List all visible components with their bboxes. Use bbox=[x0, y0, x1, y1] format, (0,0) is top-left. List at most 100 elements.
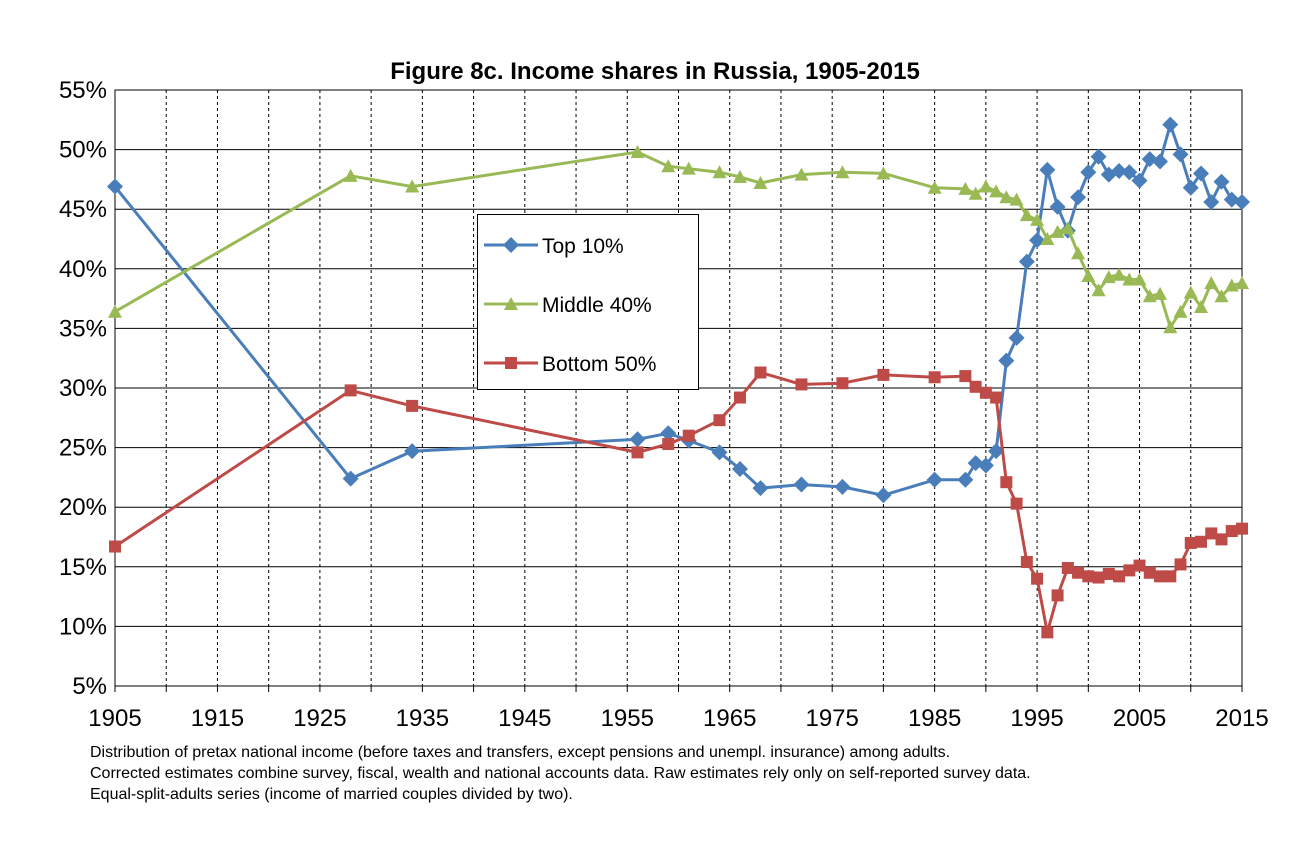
data-point bbox=[875, 487, 892, 504]
diamond-marker-icon bbox=[484, 237, 538, 253]
data-point bbox=[969, 380, 982, 393]
data-point bbox=[1123, 564, 1136, 577]
y-tick-label: 50% bbox=[59, 137, 107, 164]
data-point bbox=[876, 166, 891, 180]
y-tick-label: 55% bbox=[59, 77, 107, 104]
data-point bbox=[1193, 165, 1210, 182]
data-point bbox=[1082, 570, 1095, 583]
data-point bbox=[1030, 212, 1045, 226]
data-point bbox=[1132, 272, 1147, 286]
data-point bbox=[107, 178, 123, 195]
data-point bbox=[404, 443, 421, 460]
y-tick-label: 45% bbox=[59, 196, 107, 223]
data-point bbox=[1061, 561, 1074, 574]
data-point bbox=[661, 159, 676, 173]
data-point bbox=[1020, 556, 1033, 569]
data-point bbox=[999, 190, 1014, 204]
data-point bbox=[1204, 276, 1219, 290]
data-point bbox=[1122, 272, 1137, 286]
caption-line: Corrected estimates combine survey, fisc… bbox=[90, 765, 1031, 782]
data-point bbox=[989, 184, 1004, 198]
legend-label-bottom-50: Bottom 50% bbox=[542, 353, 657, 376]
data-point bbox=[794, 167, 809, 181]
data-point bbox=[1041, 626, 1054, 639]
x-tick-label: 1965 bbox=[703, 705, 756, 732]
data-point bbox=[979, 386, 992, 399]
data-point bbox=[712, 165, 727, 179]
legend-label-top-10: Top 10% bbox=[542, 235, 624, 258]
data-point bbox=[1163, 320, 1178, 334]
x-tick-label: 1935 bbox=[396, 705, 449, 732]
data-point bbox=[711, 444, 728, 461]
legend: Top 10% Middle 40% Bottom 50% bbox=[477, 214, 699, 390]
data-point bbox=[731, 461, 748, 478]
y-tick-label: 15% bbox=[59, 554, 107, 581]
data-point bbox=[1133, 559, 1146, 572]
series-top-10 bbox=[107, 116, 1250, 504]
data-point bbox=[1214, 289, 1229, 303]
series-middle-40 bbox=[108, 144, 1249, 334]
x-tick-label: 1985 bbox=[908, 705, 961, 732]
data-point bbox=[630, 144, 645, 158]
data-point bbox=[795, 378, 808, 391]
data-point bbox=[1029, 232, 1046, 249]
axes: 5% 10% 15% 20% 25% 30% 35% 40% 45% 50% 55% 1905 1915… bbox=[59, 77, 1269, 732]
data-point bbox=[1081, 268, 1096, 282]
data-point bbox=[1164, 570, 1177, 583]
data-point bbox=[1010, 497, 1023, 510]
data-point bbox=[405, 179, 420, 193]
data-point bbox=[1225, 525, 1238, 538]
data-point bbox=[1111, 163, 1128, 180]
data-point bbox=[662, 438, 675, 451]
data-point bbox=[1000, 476, 1013, 489]
caption-line: Distribution of pretax national income (… bbox=[90, 744, 951, 761]
data-point bbox=[1040, 232, 1055, 245]
data-point bbox=[998, 352, 1015, 369]
x-tick-label: 2005 bbox=[1113, 705, 1166, 732]
legend-item-middle-40: Middle 40% bbox=[478, 290, 698, 320]
data-point bbox=[631, 446, 644, 459]
data-point bbox=[1236, 522, 1248, 535]
data-point bbox=[1154, 570, 1167, 583]
data-point bbox=[988, 443, 1005, 460]
y-tick-label: 25% bbox=[59, 435, 107, 462]
data-point bbox=[1018, 253, 1035, 270]
data-point bbox=[1031, 572, 1044, 585]
data-point bbox=[1113, 570, 1126, 583]
x-tick-label: 1975 bbox=[805, 705, 858, 732]
data-point bbox=[1213, 173, 1230, 190]
data-point bbox=[109, 540, 121, 553]
square-marker-icon bbox=[484, 357, 538, 369]
data-point bbox=[1008, 329, 1025, 346]
x-tick-label: 1945 bbox=[498, 705, 551, 732]
data-point bbox=[1234, 194, 1250, 211]
x-tick-label: 1995 bbox=[1010, 705, 1063, 732]
data-point bbox=[1071, 246, 1086, 260]
data-point bbox=[1205, 527, 1218, 540]
data-point bbox=[1070, 189, 1087, 206]
data-point bbox=[1143, 566, 1156, 579]
data-point bbox=[713, 414, 726, 427]
y-tick-label: 40% bbox=[59, 256, 107, 283]
data-point bbox=[733, 391, 746, 404]
data-point bbox=[928, 371, 941, 384]
y-tick-label: 35% bbox=[59, 315, 107, 342]
data-point bbox=[1215, 533, 1228, 546]
legend-item-bottom-50: Bottom 50% bbox=[478, 349, 698, 379]
data-point bbox=[836, 377, 849, 390]
data-point bbox=[1091, 283, 1106, 297]
data-point bbox=[1039, 161, 1056, 178]
data-point bbox=[344, 384, 357, 397]
data-point bbox=[1153, 286, 1168, 300]
data-point bbox=[1182, 179, 1199, 196]
data-point bbox=[1102, 567, 1115, 580]
chart-caption: Distribution of pretax national income (… bbox=[90, 742, 1270, 805]
series-line bbox=[114, 371, 1243, 634]
data-point bbox=[835, 165, 850, 179]
data-point bbox=[682, 429, 695, 442]
data-point bbox=[834, 478, 851, 495]
data-point bbox=[754, 366, 767, 379]
data-point bbox=[1203, 194, 1220, 211]
data-point bbox=[629, 431, 646, 448]
